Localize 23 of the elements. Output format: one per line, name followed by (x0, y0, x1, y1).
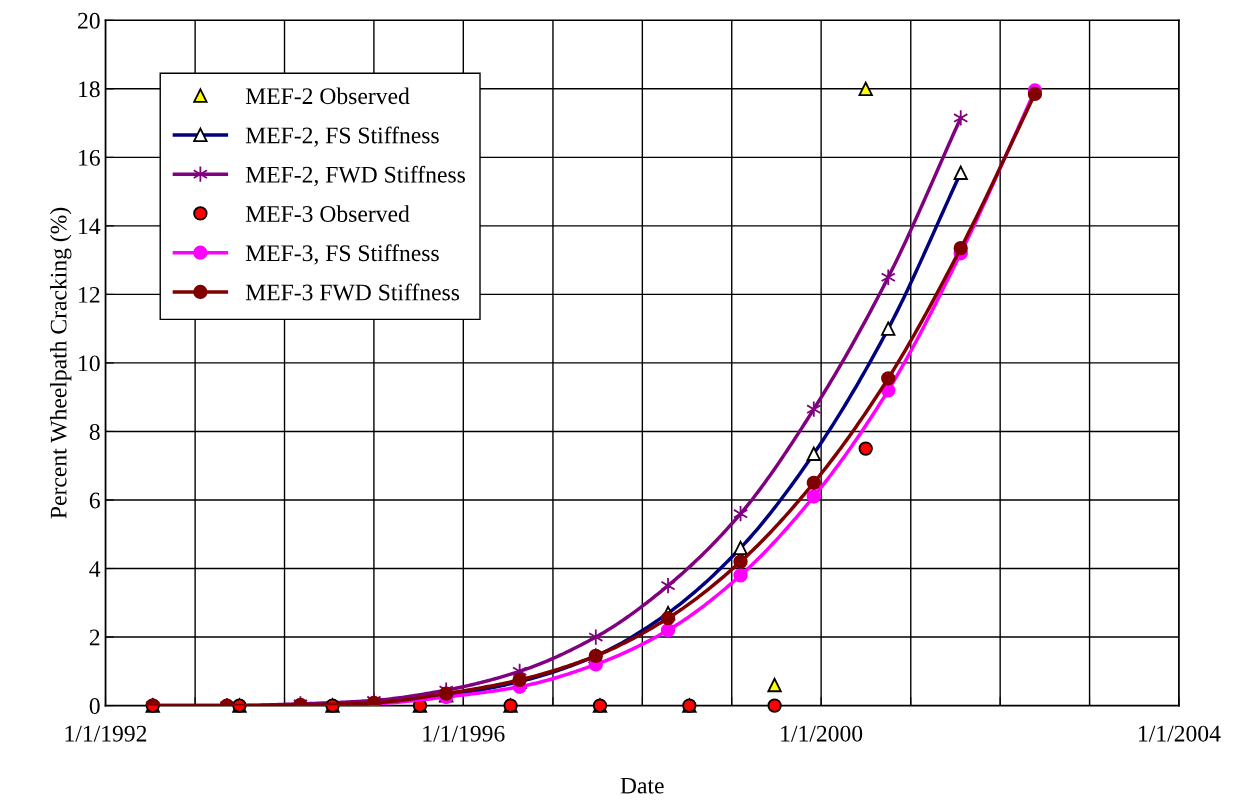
y-tick-label: 16 (79, 149, 100, 166)
legend-label: MEF-3, FS Stiffness (245, 244, 439, 265)
y-tick-label: 6 (89, 492, 100, 509)
x-tick-label: 1/1/1996 (423, 725, 505, 742)
y-tick-label: 18 (79, 81, 100, 98)
y-tick-label: 14 (79, 218, 101, 235)
legend-label: MEF-2, FS Stiffness (245, 126, 439, 147)
x-tick-label: 1/1/2000 (781, 725, 863, 742)
y-tick-label: 10 (79, 355, 100, 372)
legend-label: MEF-3 Observed (245, 205, 410, 222)
y-tick-label: 12 (79, 286, 100, 303)
y-axis-title: Percent Wheelpath Cracking (%) (49, 207, 72, 519)
y-tick-label: 2 (89, 629, 100, 646)
y-tick-label: 8 (89, 423, 100, 440)
y-tick-label: 4 (89, 561, 101, 577)
y-tick-label: 0 (89, 698, 100, 714)
x-axis-title: Date (620, 777, 664, 794)
legend-label: MEF-2 Observed (245, 87, 410, 105)
legend-label: MEF-2, FWD Stiffness (245, 165, 465, 187)
x-tick-label: 1/1/1992 (65, 725, 147, 742)
y-tick-label: 20 (78, 12, 100, 29)
legend-label: MEF-3 FWD Stiffness (245, 283, 460, 301)
x-tick-label: 1/1/2004 (1139, 725, 1221, 742)
